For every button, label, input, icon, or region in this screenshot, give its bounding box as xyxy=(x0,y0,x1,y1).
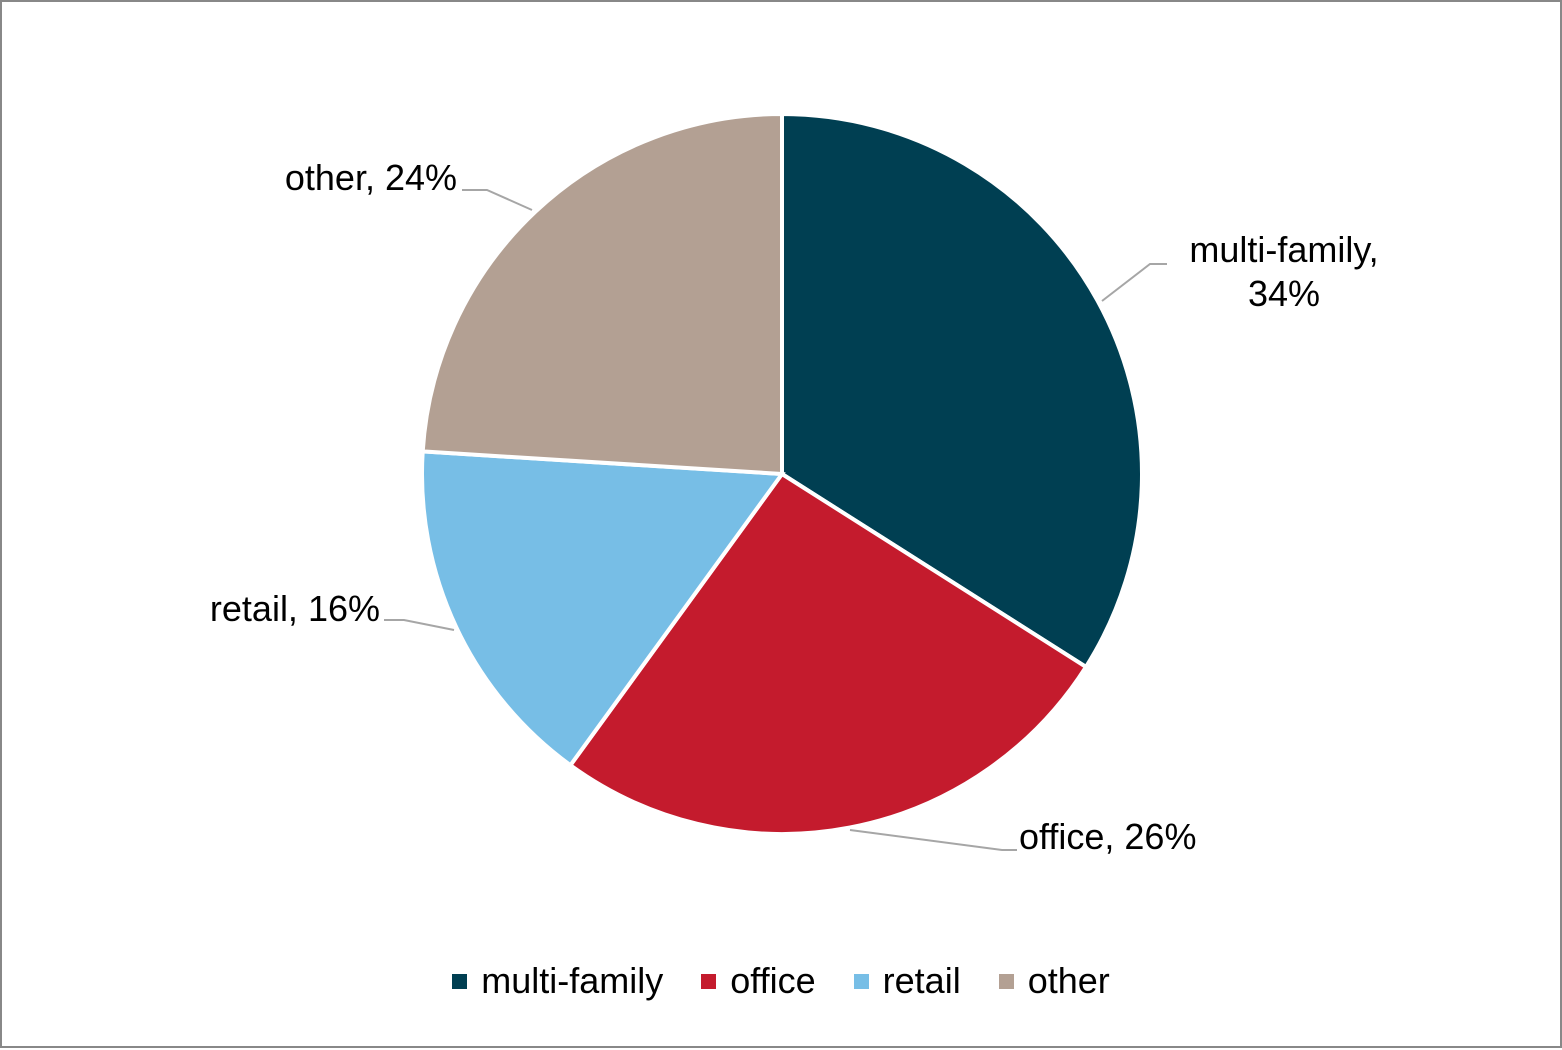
data-label: office, 26% xyxy=(1019,816,1197,857)
pie-slice xyxy=(420,111,784,477)
leader-line xyxy=(462,189,533,211)
pie-slice xyxy=(780,111,1145,670)
pie-slice xyxy=(567,471,1089,836)
legend-label: multi-family xyxy=(481,960,664,1001)
legend-label: retail xyxy=(882,960,961,1001)
legend-item: office xyxy=(701,960,816,1002)
legend-item: other xyxy=(998,960,1110,1002)
legend: multi-family office retail other xyxy=(2,960,1560,1002)
pie-slice xyxy=(420,449,786,769)
legend-swatch xyxy=(853,973,869,989)
legend-item: multi-family xyxy=(452,960,663,1002)
legend-swatch xyxy=(701,973,717,989)
data-label: multi-family, 34% xyxy=(1189,229,1379,314)
legend-label: office xyxy=(730,960,816,1001)
data-label: other, 24% xyxy=(284,157,457,198)
legend-swatch xyxy=(452,973,468,989)
legend-swatch xyxy=(998,973,1014,989)
leader-line xyxy=(384,619,455,631)
legend-label: other xyxy=(1027,960,1110,1001)
leader-line xyxy=(849,829,1017,851)
legend-item: retail xyxy=(853,960,961,1002)
data-label: retail, 16% xyxy=(209,588,380,629)
leader-line xyxy=(1101,263,1167,302)
